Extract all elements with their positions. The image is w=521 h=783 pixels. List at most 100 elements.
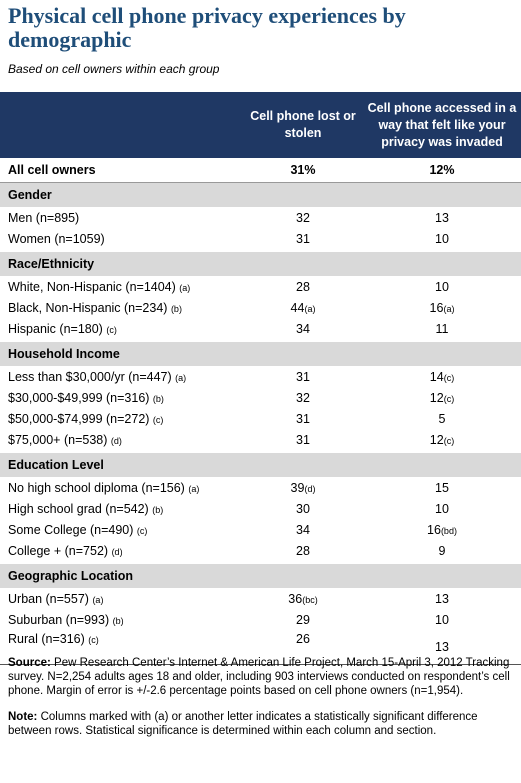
significance-marker: (c) [443, 435, 455, 446]
table-row-total: All cell owners 31% 12% [0, 158, 521, 183]
cell-privacy-invaded: 10 [435, 612, 449, 627]
table-row: Suburban (n=993) (b) 29 10 [0, 609, 521, 630]
cell-lost-stolen: 31 [296, 432, 310, 447]
cell-lost-stolen: 44 [290, 300, 305, 315]
row-marker: (a) [179, 282, 191, 293]
cell-lost-stolen: 31 [296, 369, 310, 384]
source-text: Pew Research Center’s Internet & America… [8, 657, 510, 697]
table-row: Women (n=1059) 31 10 [0, 228, 521, 249]
source-note: Source: Pew Research Center’s Internet &… [8, 656, 513, 698]
row-label: No high school diploma (n=156) [8, 480, 185, 495]
cell-lost-stolen: 28 [296, 279, 310, 294]
row-marker: (c) [88, 635, 99, 645]
table-row: $50,000-$74,999 (n=272) (c) 31 5 [0, 408, 521, 429]
table-row: Hispanic (n=180) (c) 34 11 [0, 318, 521, 339]
row-marker: (d) [111, 546, 123, 557]
note-label: Note: [8, 711, 38, 723]
section-title: Gender [8, 188, 52, 202]
table-row: College + (n=752) (d) 28 9 [0, 540, 521, 561]
row-label: $75,000+ (n=538) [8, 432, 108, 447]
page-subtitle: Based on cell owners within each group [8, 62, 220, 76]
column-header-privacy-invaded: Cell phone accessed in a way that felt l… [367, 100, 517, 149]
row-label: High school grad (n=542) [8, 501, 149, 516]
cell-lost-stolen: 34 [296, 321, 310, 336]
table-row: Some College (n=490) (c) 34 16(bd) [0, 519, 521, 540]
row-label: All cell owners [8, 163, 96, 177]
significance-marker: (a) [304, 303, 316, 314]
row-marker: (a) [92, 594, 104, 605]
column-header-lost-stolen: Cell phone lost or stolen [250, 109, 356, 140]
row-label: Some College (n=490) [8, 522, 134, 537]
section-header-race: Race/Ethnicity [0, 252, 521, 276]
cell-privacy-invaded: 13 [435, 640, 449, 654]
table-row: $75,000+ (n=538) (d) 31 12(c) [0, 429, 521, 450]
cell-lost-stolen: 28 [296, 543, 310, 558]
section-header-education: Education Level [0, 453, 521, 477]
row-marker: (d) [110, 435, 122, 446]
row-marker: (a) [188, 483, 200, 494]
row-label: Less than $30,000/yr (n=447) [8, 369, 172, 384]
section-header-income: Household Income [0, 342, 521, 366]
significance-marker: (bc) [302, 594, 318, 605]
cell-privacy-invaded: 13 [435, 591, 449, 606]
row-label: Suburban (n=993) [8, 612, 110, 627]
row-marker: (c) [106, 324, 117, 335]
cell-privacy-invaded: 16 [427, 522, 441, 537]
table-row: No high school diploma (n=156) (a) 39(d)… [0, 477, 521, 498]
row-label: White, Non-Hispanic (n=1404) [8, 279, 176, 294]
row-label: Hispanic (n=180) [8, 321, 103, 336]
cell-lost-stolen: 31% [290, 163, 316, 177]
table-bottom-rule [0, 664, 521, 665]
cell-lost-stolen: 30 [296, 501, 310, 516]
cell-privacy-invaded: 12% [429, 163, 455, 177]
table-row: White, Non-Hispanic (n=1404) (a) 28 10 [0, 276, 521, 297]
table-row: $30,000-$49,999 (n=316) (b) 32 12(c) [0, 387, 521, 408]
cell-privacy-invaded: 15 [435, 480, 449, 495]
cell-privacy-invaded: 14 [429, 369, 444, 384]
significance-marker: (bd) [440, 525, 457, 536]
cell-privacy-invaded: 9 [438, 543, 446, 558]
note-text: Columns marked with (a) or another lette… [8, 711, 478, 737]
significance-marker: (c) [443, 393, 455, 404]
table-row: High school grad (n=542) (b) 30 10 [0, 498, 521, 519]
section-title: Household Income [8, 347, 120, 361]
cell-privacy-invaded: 11 [435, 321, 449, 336]
cell-privacy-invaded: 5 [438, 411, 446, 426]
row-label: Men (n=895) [8, 210, 80, 225]
cell-lost-stolen: 26 [296, 632, 310, 646]
row-marker: (b) [152, 504, 164, 515]
cell-lost-stolen: 32 [296, 390, 310, 405]
cell-lost-stolen: 36 [288, 591, 303, 606]
row-label: Rural (n=316) [8, 632, 85, 646]
cell-privacy-invaded: 16 [429, 300, 444, 315]
cell-privacy-invaded: 10 [435, 279, 449, 294]
row-label: $30,000-$49,999 (n=316) [8, 390, 150, 405]
cell-lost-stolen: 29 [296, 612, 310, 627]
significance-marker: (a) [443, 303, 455, 314]
row-marker: (c) [136, 525, 148, 536]
data-table: Cell phone lost or stolen Cell phone acc… [0, 92, 521, 665]
section-title: Geographic Location [8, 569, 134, 583]
section-title: Education Level [8, 458, 104, 472]
table-row: Rural (n=316) (c) 26 13 [0, 630, 521, 660]
row-marker: (b) [152, 393, 164, 404]
section-title: Race/Ethnicity [8, 257, 95, 271]
row-label: Urban (n=557) [8, 591, 89, 606]
page-title: Physical cell phone privacy experiences … [8, 3, 406, 52]
row-label: Women (n=1059) [8, 231, 105, 246]
cell-privacy-invaded: 13 [435, 210, 449, 225]
cell-privacy-invaded: 10 [435, 501, 449, 516]
table-row: Urban (n=557) (a) 36(bc) 13 [0, 588, 521, 609]
row-label: Black, Non-Hispanic (n=234) [8, 300, 168, 315]
cell-lost-stolen: 39 [290, 480, 305, 495]
cell-lost-stolen: 31 [296, 231, 310, 246]
significance-marker: (c) [443, 372, 455, 383]
cell-lost-stolen: 34 [296, 522, 310, 537]
table-header: Cell phone lost or stolen Cell phone acc… [0, 92, 521, 158]
cell-privacy-invaded: 12 [429, 390, 444, 405]
source-label: Source: [8, 657, 51, 669]
section-header-gender: Gender [0, 183, 521, 207]
row-marker: (c) [152, 414, 164, 425]
footnotes: Source: Pew Research Center’s Internet &… [8, 656, 513, 750]
table-row: Less than $30,000/yr (n=447) (a) 31 14(c… [0, 366, 521, 387]
